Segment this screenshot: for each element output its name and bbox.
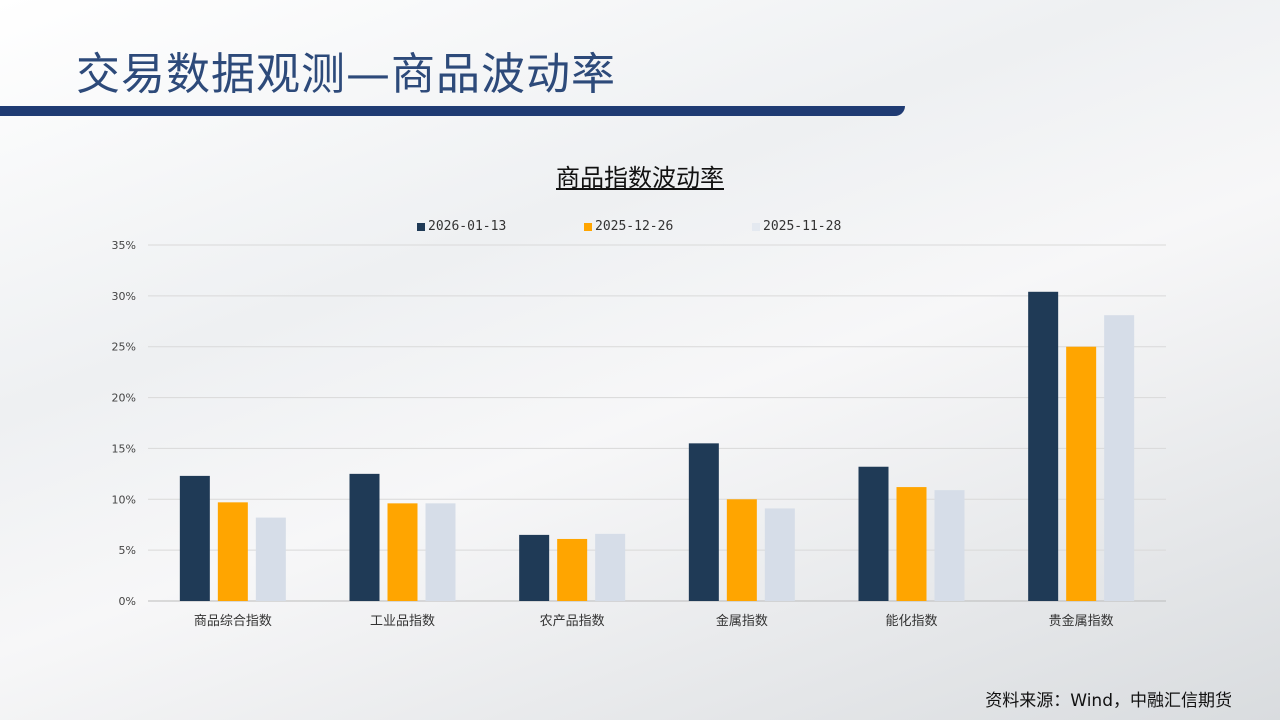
- page-title: 交易数据观测—商品波动率: [76, 49, 616, 100]
- legend-item-0: 2026-01-13: [417, 219, 506, 234]
- bar-2-5: [1104, 315, 1135, 601]
- bar-0-5: [1028, 291, 1059, 601]
- chart-title: 商品指数波动率: [556, 164, 724, 192]
- y-tick-label: 35%: [112, 239, 136, 252]
- legend-item-2: 2025-11-28: [752, 219, 841, 234]
- y-tick-label: 15%: [112, 442, 136, 455]
- source-note: 资料来源：Wind，中融汇信期货: [985, 691, 1232, 711]
- bar-1-4: [896, 487, 927, 601]
- legend-label: 2025-12-26: [595, 219, 674, 234]
- legend-swatch: [417, 222, 425, 231]
- legend-swatch: [752, 222, 760, 231]
- legend-label: 2026-01-13: [428, 219, 507, 234]
- bar-1-3: [726, 499, 757, 601]
- bar-1-5: [1066, 346, 1097, 601]
- title-underline-bar: [0, 106, 905, 116]
- bar-2-3: [764, 508, 795, 601]
- y-tick-label: 25%: [112, 341, 136, 354]
- y-tick-label: 0%: [119, 595, 136, 608]
- x-tick-label: 商品综合指数: [194, 614, 272, 629]
- y-tick-label: 30%: [112, 290, 136, 303]
- x-tick-label: 贵金属指数: [1049, 613, 1114, 629]
- legend-label: 2025-11-28: [763, 219, 842, 234]
- bar-2-2: [595, 533, 626, 601]
- y-tick-label: 5%: [119, 544, 136, 557]
- legend-swatch: [584, 222, 592, 231]
- bar-0-3: [688, 443, 719, 601]
- bar-0-1: [349, 473, 380, 601]
- bar-0-0: [179, 475, 210, 601]
- bar-0-2: [519, 534, 550, 601]
- bar-1-0: [217, 502, 248, 601]
- bar-1-2: [557, 538, 588, 601]
- x-tick-label: 工业品指数: [370, 614, 435, 629]
- x-tick-label: 金属指数: [716, 613, 768, 629]
- y-tick-label: 10%: [112, 493, 136, 506]
- legend-item-1: 2025-12-26: [584, 219, 673, 234]
- bar-1-1: [387, 503, 418, 601]
- bar-2-0: [255, 517, 286, 601]
- x-tick-label: 农产品指数: [540, 614, 605, 629]
- bar-2-4: [934, 490, 965, 601]
- y-tick-label: 20%: [112, 392, 136, 405]
- bar-2-1: [425, 503, 456, 601]
- bar-0-4: [858, 466, 889, 601]
- x-tick-label: 能化指数: [885, 614, 937, 629]
